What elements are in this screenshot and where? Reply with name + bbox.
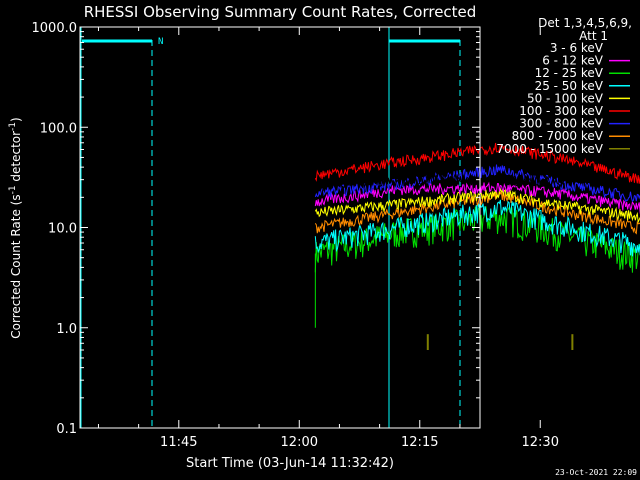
legend-entry-label: 3 - 6 keV (550, 41, 604, 55)
generation-timestamp: 23-Oct-2021 22:09 (555, 468, 637, 477)
series-line-800-7000keV (314, 188, 640, 235)
series-line-6-12keV (314, 181, 640, 214)
y-axis-label-tail: detector (9, 131, 23, 186)
legend-entry-label: 25 - 50 keV (535, 79, 604, 93)
legend-entry-label: 7000 - 15000 keV (496, 142, 603, 156)
attenuator-label: N (158, 37, 163, 47)
y-tick-label: 1.0 (56, 322, 77, 337)
legend-entry-label: 6 - 12 keV (542, 54, 604, 68)
x-tick-label: 12:00 (281, 435, 318, 450)
y-axis-label-main: Corrected Count Rate (s (9, 194, 23, 338)
legend-header-line-1: Det 1,3,4,5,6,9, (538, 16, 632, 30)
legend-entry-label: 12 - 25 keV (535, 66, 604, 80)
series-line-3-6keV (314, 172, 640, 192)
legend-entry-label: 800 - 7000 keV (512, 129, 604, 143)
y-tick-label: 0.1 (56, 422, 77, 437)
chart-title: RHESSI Observing Summary Count Rates, Co… (84, 3, 477, 21)
y-axis-label-sup-1: -1 (8, 185, 18, 194)
series-line-100-300keV (314, 142, 640, 184)
series-line-50-100keV (314, 187, 640, 224)
y-tick-label: 1000.0 (32, 21, 78, 36)
series-line-12-25keV (314, 206, 640, 273)
legend-entry-label: 300 - 800 keV (519, 117, 603, 131)
y-axis-label: Corrected Count Rate (s-1 detector-1) (8, 117, 23, 338)
y-axis-label-sup-2: -1 (8, 122, 18, 131)
x-axis-label: Start Time (03-Jun-14 11:32:42) (186, 456, 394, 471)
x-tick-label: 12:15 (401, 435, 438, 450)
x-tick-label: 12:30 (522, 435, 559, 450)
plot-area: N (80, 27, 640, 428)
y-axis-label-end: ) (9, 117, 23, 122)
legend-entry-label: 50 - 100 keV (527, 91, 604, 105)
legend-entry-label: 100 - 300 keV (519, 104, 603, 118)
y-tick-label: 100.0 (40, 121, 77, 136)
series-line-25-50keV (314, 199, 640, 257)
series-line-300-800keV (314, 164, 640, 203)
axes: 1000.0 100.0 10.0 1.0 0.1 11:45 12:00 12:15 12:3… (32, 21, 559, 450)
y-tick-label: 10.0 (48, 222, 77, 237)
legend-header-line-2: Att 1 (579, 29, 608, 43)
x-tick-label: 11:45 (160, 435, 197, 450)
